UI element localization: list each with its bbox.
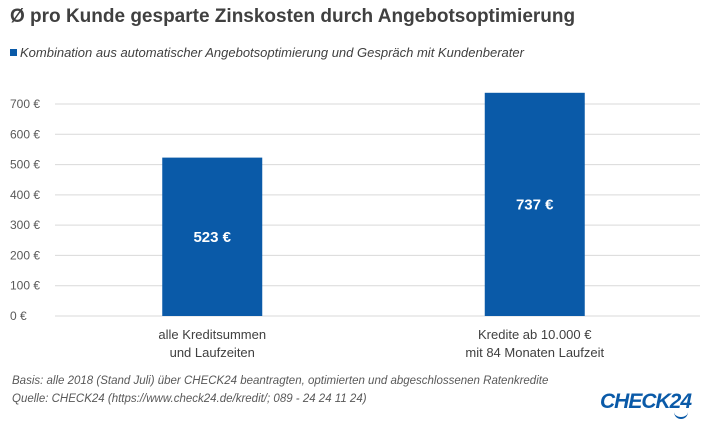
data-label: 737 €: [516, 196, 554, 213]
y-tick-label: 500 €: [10, 158, 40, 172]
check24-logo: CHECK24: [600, 390, 692, 419]
y-tick-label: 700 €: [10, 97, 40, 111]
logo-text: CHECK24: [600, 390, 692, 413]
bar: [484, 92, 585, 317]
x-category-label: und Laufzeiten: [170, 345, 255, 360]
footnote-basis: Basis: alle 2018 (Stand Juli) über CHECK…: [12, 375, 549, 387]
bar-chart: 0 € 100 € 200 € 300 € 400 € 500 € 600 € 700 € 52…: [10, 92, 700, 360]
y-tick-label: 600 €: [10, 127, 40, 141]
footnote-source: Quelle: CHECK24 (https://www.check24.de/…: [12, 393, 367, 405]
y-tick-label: 300 €: [10, 218, 40, 232]
x-category-label: Kredite ab 10.000 €: [478, 327, 592, 342]
y-tick-label: 100 €: [10, 279, 40, 293]
x-category-label: alle Kreditsummen: [158, 327, 266, 342]
legend-swatch: [10, 49, 17, 56]
y-tick-label: 0 €: [10, 309, 27, 323]
y-tick-label: 200 €: [10, 248, 40, 262]
chart-title: Ø pro Kunde gesparte Zinskosten durch An…: [10, 6, 576, 27]
bar: [162, 157, 263, 316]
y-tick-label: 400 €: [10, 188, 40, 202]
legend-label: Kombination aus automatischer Angebotsop…: [20, 45, 524, 60]
data-label: 523 €: [193, 229, 231, 246]
legend: Kombination aus automatischer Angebotsop…: [10, 45, 524, 60]
x-category-label: mit 84 Monaten Laufzeit: [465, 345, 604, 360]
